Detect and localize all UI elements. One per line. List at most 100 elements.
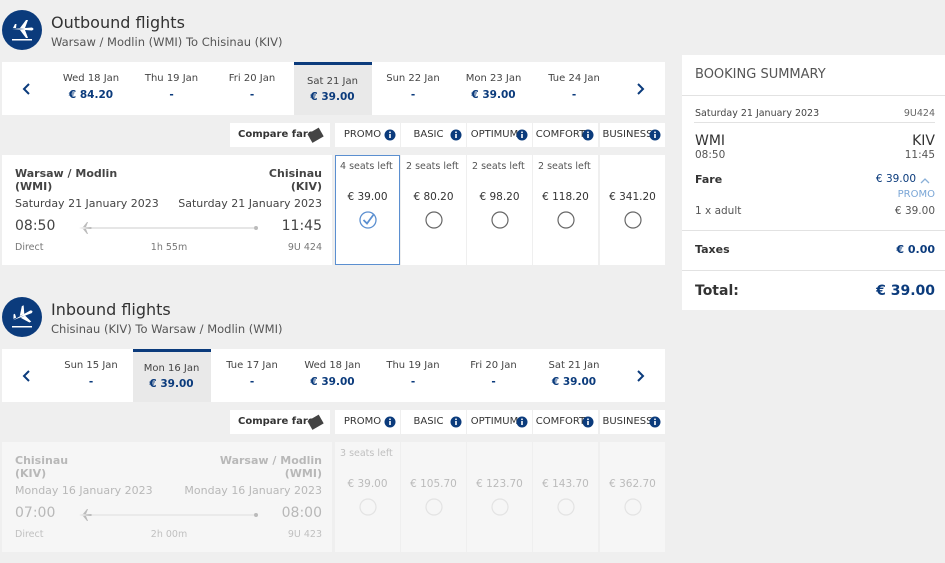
summary-to: KIV [912, 133, 935, 149]
next-arrow[interactable] [617, 62, 665, 115]
dep-date: Saturday 21 January 2023 [15, 197, 159, 210]
fare-price: € 362.70 [609, 478, 656, 490]
dep-time: 08:50 [15, 218, 56, 234]
taxes: € 0.00 [896, 243, 935, 256]
fare-price: € 39.00 [347, 478, 388, 490]
arr-time: 11:45 [281, 218, 322, 234]
date-day: Fri 20 Jan [228, 73, 276, 84]
class-label: BASIC [413, 416, 444, 427]
to-city: Chisinau [268, 167, 322, 180]
fare-radio[interactable] [557, 211, 575, 229]
info-icon[interactable] [450, 126, 462, 141]
date-day: Wed 18 Jan [62, 73, 120, 84]
arr-date: Monday 16 January 2023 [184, 484, 322, 497]
info-icon[interactable] [450, 413, 462, 428]
fare-price: € 39.00 [875, 173, 916, 185]
from-code: (WMI) [15, 180, 53, 193]
fare-radio[interactable] [425, 211, 443, 229]
date-cell[interactable] [293, 62, 372, 115]
info-icon[interactable] [649, 413, 661, 428]
date-price: - [169, 89, 174, 101]
date-price: - [249, 89, 255, 101]
from-city: Warsaw / Modlin [15, 167, 118, 180]
date-cell[interactable] [454, 349, 533, 402]
fare-radio [491, 498, 509, 516]
fare-cell[interactable] [467, 155, 532, 265]
date-day: Mon 23 Jan [465, 73, 522, 84]
fare-radio [624, 498, 642, 516]
fare-cell [533, 442, 598, 552]
fare-price: € 39.00 [347, 191, 388, 203]
collapse-icon[interactable] [919, 172, 931, 184]
plane-icon [2, 10, 42, 50]
date-price: - [88, 376, 94, 388]
flight-number: 9U 423 [287, 529, 322, 540]
date-price: € 39.00 [310, 91, 355, 103]
fare-label: Fare [695, 173, 723, 186]
next-arrow[interactable] [617, 349, 665, 402]
info-icon[interactable] [582, 413, 594, 428]
date-cell[interactable] [454, 62, 533, 115]
fare-price: € 143.70 [542, 478, 589, 490]
fare-radio[interactable] [624, 211, 642, 229]
info-icon[interactable] [516, 126, 528, 141]
fare-radio [359, 498, 377, 516]
total: € 39.00 [876, 283, 935, 299]
info-icon[interactable] [384, 126, 396, 141]
fare-check[interactable] [359, 211, 377, 229]
dep-time: 07:00 [15, 505, 56, 521]
fare-radio[interactable] [491, 211, 509, 229]
prev-arrow[interactable] [2, 349, 50, 402]
fare-cell[interactable] [533, 155, 598, 265]
class-label: OPTIMUM [470, 129, 519, 140]
arr-time: 08:00 [281, 505, 322, 521]
duration: 2h 00m [150, 529, 188, 540]
fare-cell[interactable] [335, 155, 400, 265]
route: Chisinau (KIV) To Warsaw / Modlin (WMI) [51, 322, 283, 336]
date-day: Thu 19 Jan [386, 360, 440, 371]
stops: Direct [15, 529, 44, 540]
prev-arrow[interactable] [2, 62, 50, 115]
date-day: Sun 22 Jan [386, 73, 440, 84]
date-cell[interactable] [374, 349, 452, 402]
date-cell[interactable] [52, 62, 130, 115]
dep-date: Monday 16 January 2023 [15, 484, 153, 497]
class-label: BUSINESS [602, 129, 653, 140]
summary-from: WMI [695, 133, 726, 149]
date-day: Sat 21 Jan [548, 360, 600, 371]
date-cell[interactable] [535, 349, 613, 402]
info-icon[interactable] [384, 413, 396, 428]
date-day: Mon 16 Jan [143, 363, 200, 374]
date-cell[interactable] [293, 349, 372, 402]
date-cell[interactable] [213, 349, 291, 402]
fare-cell[interactable] [600, 155, 665, 265]
info-icon[interactable] [516, 413, 528, 428]
date-cell[interactable] [132, 349, 211, 402]
fare-price: € 98.20 [479, 191, 520, 203]
date-cell[interactable] [535, 62, 613, 115]
info-icon[interactable] [582, 126, 594, 141]
ticket-icon [306, 413, 326, 431]
to-code: (WMI) [284, 467, 322, 480]
date-cell[interactable] [52, 349, 130, 402]
fare-price: € 118.20 [542, 191, 589, 203]
fare-cell [335, 442, 400, 552]
fare-cell [467, 442, 532, 552]
fare-radio [425, 498, 443, 516]
summary-panel [682, 55, 945, 310]
fare-cell[interactable] [401, 155, 466, 265]
info-icon[interactable] [649, 126, 661, 141]
date-cell[interactable] [374, 62, 452, 115]
flight-number: 9U 424 [287, 242, 322, 253]
pax: 1 x adult [695, 205, 742, 217]
date-cell[interactable] [132, 62, 211, 115]
date-day: Tue 17 Jan [226, 360, 278, 371]
seats-left: 3 seats left [340, 448, 393, 459]
route: Warsaw / Modlin (WMI) To Chisinau (KIV) [51, 35, 283, 49]
fare-price: € 80.20 [413, 191, 454, 203]
divider [682, 95, 945, 96]
date-cell[interactable] [213, 62, 291, 115]
pax-price: € 39.00 [894, 205, 935, 217]
arr-date: Saturday 21 January 2023 [178, 197, 322, 210]
